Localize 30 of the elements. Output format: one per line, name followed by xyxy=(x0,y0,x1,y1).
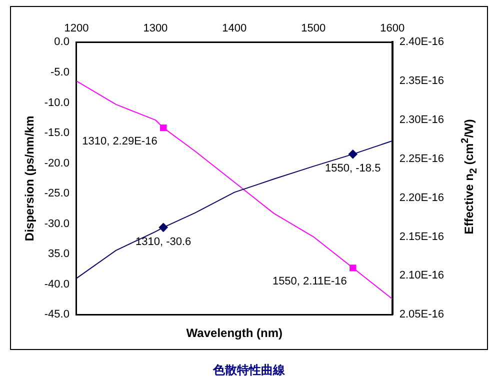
y2-tick-label: 2.15E-16 xyxy=(399,230,444,243)
y-axis-title: Dispersion (ps/nm/km xyxy=(22,116,37,242)
data-label: 1550, 2.11E-16 xyxy=(272,275,347,288)
x-tick-label: 1300 xyxy=(143,22,168,35)
x-tick-label: 1200 xyxy=(64,22,89,35)
data-label: 1550, -18.5 xyxy=(325,162,381,175)
x-tick-label: 1600 xyxy=(380,22,405,35)
x-tick-label: 1500 xyxy=(301,22,326,35)
y-tick-label: -30.0 xyxy=(44,218,70,230)
y-tick-label: -5.0 xyxy=(50,66,70,78)
y-tick-label: -40.0 xyxy=(44,278,70,290)
y2-tick-label: 2.10E-16 xyxy=(399,270,444,282)
y2-tick-label: 2.40E-16 xyxy=(399,36,444,48)
y2-tick-label: 2.30E-16 xyxy=(399,114,444,126)
y-tick-label: -20.0 xyxy=(44,157,70,170)
y-tick-label: 35.0 xyxy=(48,248,70,260)
y2-tick-label: 2.35E-16 xyxy=(399,75,444,88)
y-tick-label: -15.0 xyxy=(44,127,70,140)
y2-tick-label: 2.20E-16 xyxy=(399,192,444,204)
data-label: 1310, -30.6 xyxy=(136,236,192,248)
y-tick-label: -25.0 xyxy=(44,188,70,200)
text: 色散特性曲線 xyxy=(212,362,286,379)
y2-tick-label: 2.25E-16 xyxy=(399,152,444,165)
x-axis-title: Wavelength (nm) xyxy=(186,326,283,340)
y2-tick-label: 2.05E-16 xyxy=(399,308,444,321)
y-tick-label: -10.0 xyxy=(44,96,70,109)
x-tick-label: 1400 xyxy=(222,22,247,35)
y-tick-label: 0.0 xyxy=(54,36,70,48)
y-tick-label: -45.0 xyxy=(44,308,70,321)
data-label: 1310, 2.29E-16 xyxy=(82,135,158,148)
